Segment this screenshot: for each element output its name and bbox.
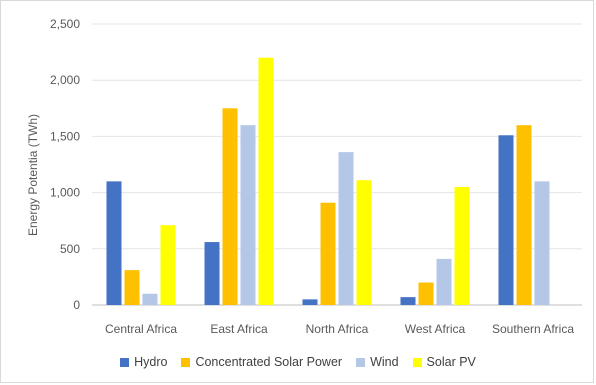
y-tick-label: 2,000 (50, 73, 80, 87)
bar-hydro (400, 297, 416, 305)
y-tick-label: 1,000 (50, 186, 80, 200)
bar-concentrated-solar-power (222, 108, 238, 305)
legend-swatch (412, 357, 422, 367)
legend-item: Hydro (120, 355, 167, 369)
legend-swatch (120, 357, 130, 367)
x-tick-label: North Africa (306, 322, 369, 336)
bar-wind (142, 293, 158, 305)
y-axis-label: Energy Potentia (TWh) (26, 114, 40, 236)
bar-solar-pv (356, 180, 372, 305)
y-tick-label: 2,500 (50, 17, 80, 31)
y-tick-label: 0 (73, 298, 80, 312)
x-axis-ticks: Central Africa East Africa North Africa Wes… (105, 322, 574, 336)
y-tick-label: 500 (60, 242, 80, 256)
legend-swatch (181, 357, 191, 367)
legend-label: Wind (370, 355, 399, 369)
bar-concentrated-solar-power (516, 125, 532, 305)
bar-hydro (204, 242, 220, 305)
bar-concentrated-solar-power (320, 202, 336, 305)
x-tick-label: East Africa (210, 322, 268, 336)
bar-solar-pv (160, 225, 176, 305)
legend-label: Concentrated Solar Power (195, 355, 343, 369)
bar-hydro (498, 135, 514, 305)
bar-solar-pv (454, 186, 470, 305)
bar-wind (338, 152, 354, 305)
bar-wind (436, 258, 452, 305)
legend: Hydro Concentrated Solar Power Wind Solar P… (0, 352, 596, 372)
bars (106, 57, 550, 305)
bar-solar-pv (258, 57, 274, 305)
bar-concentrated-solar-power (124, 270, 140, 305)
bar-hydro (302, 299, 318, 305)
legend-item: Wind (356, 355, 399, 369)
bar-concentrated-solar-power (418, 282, 434, 305)
bar-wind (240, 125, 256, 305)
x-tick-label: West Africa (405, 322, 466, 336)
bar-hydro (106, 181, 122, 305)
y-tick-label: 1,500 (50, 129, 80, 143)
bar-wind (534, 181, 550, 305)
legend-label: Solar PV (426, 355, 476, 369)
y-axis-ticks: 0 500 1,000 1,500 2,000 2,500 (50, 17, 80, 312)
legend-item: Solar PV (412, 355, 476, 369)
x-tick-label: Southern Africa (492, 322, 574, 336)
legend-swatch (356, 357, 366, 367)
legend-item: Concentrated Solar Power (181, 355, 342, 369)
x-tick-label: Central Africa (105, 322, 177, 336)
legend-label: Hydro (134, 355, 168, 369)
